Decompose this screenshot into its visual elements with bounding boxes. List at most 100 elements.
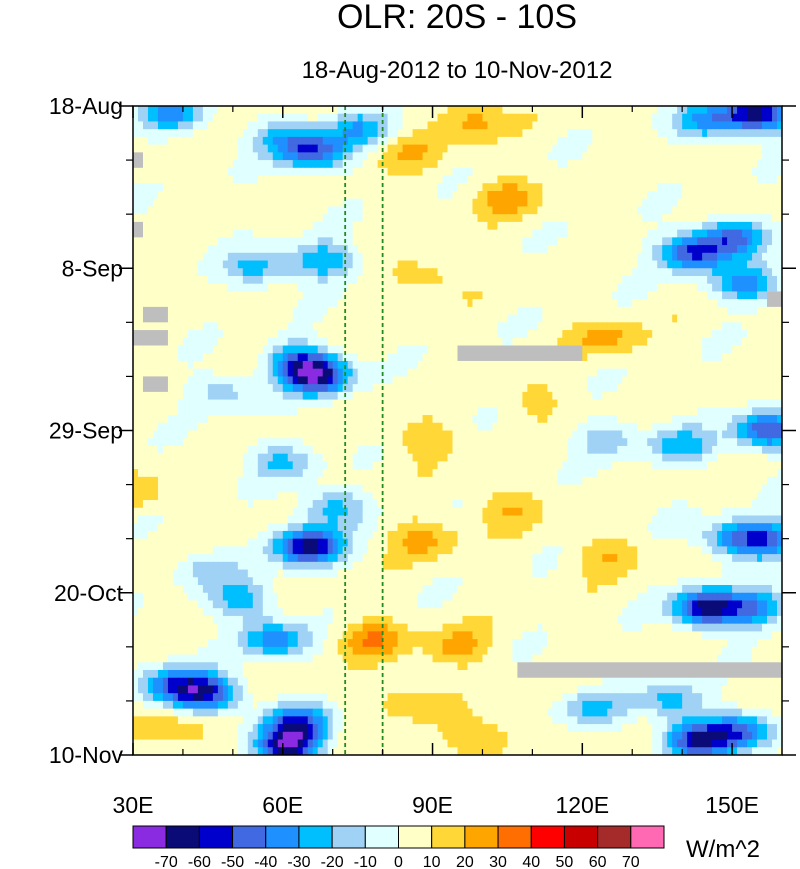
- heatmap-cell: [327, 113, 334, 123]
- heatmap-cell: [292, 252, 299, 262]
- heatmap-cell: [172, 345, 179, 354]
- heatmap-cell: [467, 113, 474, 123]
- heatmap-cell: [527, 368, 533, 378]
- heatmap-cell: [477, 144, 484, 153]
- heatmap-cell: [747, 306, 753, 316]
- heatmap-cell: [317, 275, 324, 285]
- heatmap-cell: [497, 391, 504, 401]
- heatmap-cell: [327, 260, 334, 269]
- heatmap-cell: [732, 252, 738, 262]
- heatmap-cell: [207, 376, 214, 385]
- heatmap-cell: [742, 368, 748, 378]
- heatmap-cell: [602, 299, 608, 308]
- heatmap-cell: [577, 322, 583, 331]
- heatmap-cell: [602, 121, 608, 130]
- heatmap-cell: [567, 144, 573, 153]
- heatmap-cell: [427, 167, 434, 177]
- heatmap-cell: [737, 314, 743, 323]
- heatmap-cell: [322, 384, 329, 393]
- heatmap-cell: [167, 221, 174, 231]
- heatmap-cell: [527, 121, 533, 130]
- heatmap-cell: [482, 167, 489, 177]
- heatmap-cell: [262, 384, 269, 393]
- heatmap-cell: [247, 198, 254, 208]
- heatmap-cell: [332, 106, 339, 115]
- heatmap-cell: [662, 160, 668, 169]
- heatmap-cell: [697, 353, 703, 362]
- heatmap-cell: [372, 129, 379, 138]
- heatmap-cell: [757, 113, 763, 123]
- heatmap-cell: [592, 160, 598, 169]
- heatmap-cell: [617, 322, 623, 331]
- heatmap-cell: [133, 353, 139, 362]
- heatmap-cell: [647, 314, 653, 323]
- heatmap-cell: [222, 245, 229, 254]
- heatmap-cell: [552, 252, 558, 262]
- heatmap-cell: [477, 330, 484, 339]
- heatmap-cell: [222, 214, 229, 223]
- heatmap-cell: [772, 129, 778, 138]
- heatmap-cell: [597, 121, 603, 130]
- heatmap-cell: [402, 260, 409, 269]
- heatmap-cell: [237, 129, 244, 138]
- heatmap-cell: [382, 252, 389, 262]
- heatmap-cell: [327, 330, 334, 339]
- heatmap-cell: [692, 376, 698, 385]
- heatmap-cell: [337, 198, 344, 208]
- heatmap-cell: [347, 113, 354, 123]
- heatmap-cell: [377, 314, 384, 323]
- heatmap-cell: [527, 360, 533, 370]
- heatmap-cell: [652, 391, 658, 401]
- heatmap-cell: [722, 299, 728, 308]
- heatmap-cell: [687, 337, 693, 347]
- heatmap-cell: [722, 106, 728, 115]
- heatmap-cell: [777, 183, 782, 192]
- heatmap-cell: [562, 268, 568, 277]
- heatmap-cell: [332, 214, 339, 223]
- heatmap-cell: [452, 376, 459, 385]
- heatmap-cell: [287, 291, 294, 300]
- heatmap-cell: [142, 152, 149, 161]
- heatmap-cell: [762, 322, 768, 331]
- heatmap-cell: [242, 221, 249, 231]
- heatmap-cell: [762, 136, 768, 146]
- heatmap-cell: [537, 167, 543, 177]
- heatmap-cell: [502, 221, 509, 231]
- heatmap-cell: [627, 136, 633, 146]
- heatmap-cell: [517, 221, 523, 231]
- heatmap-cell: [422, 391, 429, 401]
- heatmap-cell: [497, 260, 504, 269]
- heatmap-cell: [427, 330, 434, 339]
- heatmap-cell: [197, 183, 204, 192]
- heatmap-cell: [277, 106, 284, 115]
- heatmap-cell: [702, 245, 708, 254]
- heatmap-cell: [662, 214, 668, 223]
- heatmap-cell: [342, 113, 349, 123]
- heatmap-cell: [647, 283, 653, 293]
- heatmap-cell: [612, 175, 618, 184]
- heatmap-cell: [172, 268, 179, 277]
- heatmap-cell: [447, 206, 454, 215]
- heatmap-cell: [517, 360, 523, 370]
- heatmap-cell: [772, 252, 778, 262]
- heatmap-cell: [267, 252, 274, 262]
- heatmap-cell: [707, 129, 713, 138]
- heatmap-cell: [267, 268, 274, 277]
- heatmap-cell: [382, 206, 389, 215]
- heatmap-cell: [557, 144, 563, 153]
- heatmap-cell: [147, 136, 154, 146]
- heatmap-cell: [397, 198, 404, 208]
- heatmap-cell: [682, 106, 688, 115]
- heatmap-cell: [217, 268, 224, 277]
- heatmap-cell: [387, 214, 394, 223]
- heatmap-cell: [142, 229, 149, 238]
- heatmap-cell: [762, 160, 768, 169]
- heatmap-cell: [607, 322, 613, 331]
- heatmap-cell: [642, 129, 648, 138]
- heatmap-cell: [197, 160, 204, 169]
- heatmap-cell: [177, 268, 184, 277]
- heatmap-cell: [502, 376, 509, 385]
- heatmap-cell: [597, 268, 603, 277]
- heatmap-cell: [512, 175, 519, 184]
- heatmap-cell: [327, 384, 334, 393]
